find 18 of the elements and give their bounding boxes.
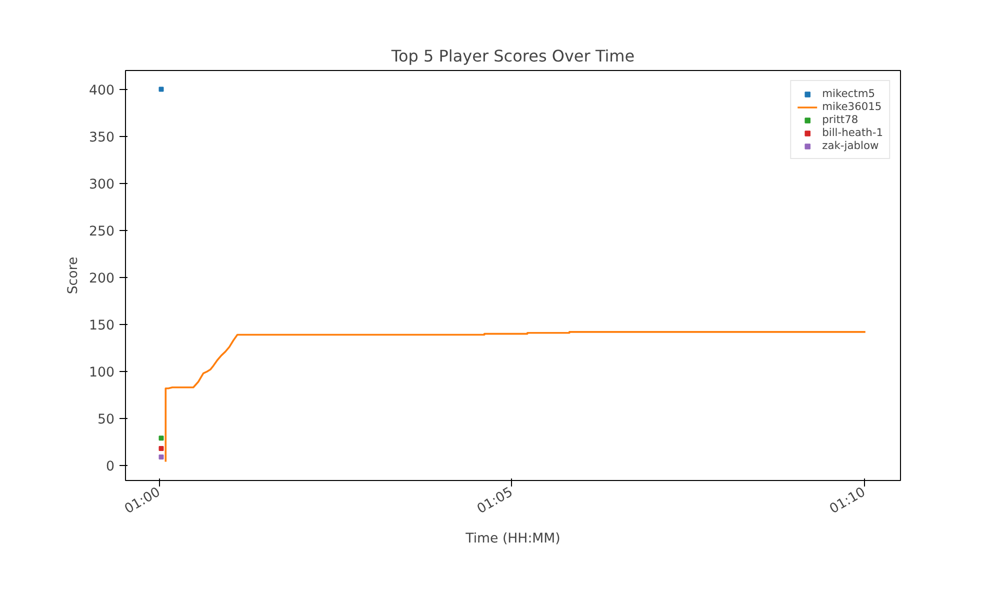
y-tick-label: 100	[89, 365, 115, 380]
y-tick-label: 400	[89, 83, 115, 98]
legend-label: bill-heath-1	[822, 126, 883, 139]
y-tick-label: 250	[89, 224, 115, 240]
legend-label: mike36015	[822, 100, 882, 113]
chart-title: Top 5 Player Scores Over Time	[390, 46, 635, 66]
y-tick-label: 0	[106, 459, 115, 474]
y-tick-label: 150	[89, 318, 115, 334]
y-tick-label: 350	[89, 130, 115, 146]
line-series	[164, 331, 866, 463]
legend-label: zak-jablow	[822, 139, 879, 152]
y-tick-label: 200	[89, 271, 115, 286]
legend-label: mikectm5	[822, 87, 875, 100]
y-axis-title: Score	[66, 256, 82, 294]
legend-label: pritt78	[822, 113, 858, 126]
x-axis-title: Time (HH:MM)	[464, 532, 560, 547]
y-tick-label: 50	[98, 412, 115, 428]
y-tick-label: 300	[89, 177, 115, 192]
